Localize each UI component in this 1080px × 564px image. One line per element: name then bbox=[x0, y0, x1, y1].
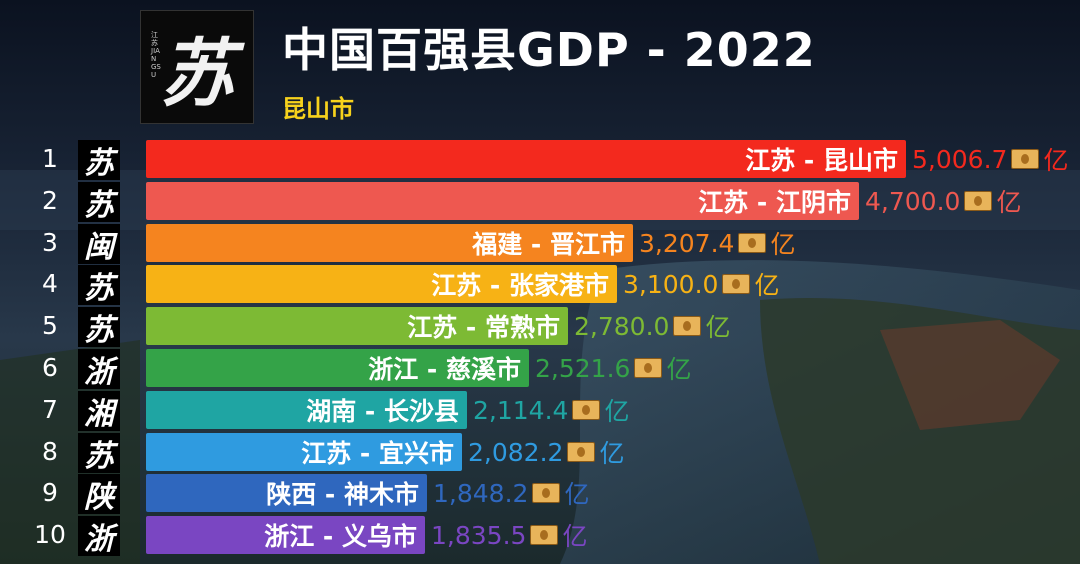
rank-label: 3 bbox=[42, 228, 58, 257]
value-label: 3,100.0 bbox=[623, 269, 719, 299]
bar-row: 10 浙 浙江 - 义乌市 1,835.5 亿 bbox=[0, 516, 1080, 557]
rank-label: 10 bbox=[34, 520, 66, 549]
value-label-group: 3,207.4 亿 bbox=[639, 224, 795, 262]
rank-label: 9 bbox=[42, 478, 58, 507]
province-badge: 浙 bbox=[78, 516, 120, 557]
value-label-group: 4,700.0 亿 bbox=[865, 182, 1021, 220]
value-label-group: 1,835.5 亿 bbox=[431, 516, 587, 554]
category-label: 浙江 - 义乌市 bbox=[264, 522, 417, 551]
value-label: 2,082.2 bbox=[468, 437, 564, 467]
province-badge: 湘 bbox=[78, 391, 120, 432]
bar: 浙江 - 慈溪市 bbox=[146, 349, 529, 387]
value-label-group: 1,848.2 亿 bbox=[433, 474, 589, 512]
bar: 浙江 - 义乌市 bbox=[146, 516, 425, 554]
value-label: 4,700.0 bbox=[865, 186, 961, 216]
bar: 江苏 - 昆山市 bbox=[146, 140, 906, 178]
money-bag-icon bbox=[634, 358, 663, 378]
money-bag-icon bbox=[964, 191, 993, 211]
province-badge: 闽 bbox=[78, 224, 120, 265]
value-label: 2,114.4 bbox=[473, 395, 569, 425]
value-label-group: 5,006.7 亿 bbox=[912, 140, 1068, 178]
unit-label: 亿 bbox=[564, 480, 590, 509]
rank-label: 2 bbox=[42, 186, 58, 215]
bar: 江苏 - 江阴市 bbox=[146, 182, 859, 220]
bar: 江苏 - 张家港市 bbox=[146, 265, 617, 303]
bar-row: 5 苏 江苏 - 常熟市 2,780.0 亿 bbox=[0, 307, 1080, 348]
value-label: 5,006.7 bbox=[912, 144, 1008, 174]
unit-label: 亿 bbox=[604, 397, 630, 426]
value-label-group: 2,114.4 亿 bbox=[473, 391, 629, 429]
rank-label: 4 bbox=[42, 269, 58, 298]
unit-label: 亿 bbox=[666, 355, 692, 384]
money-bag-icon bbox=[530, 525, 559, 545]
bar-row: 2 苏 江苏 - 江阴市 4,700.0 亿 bbox=[0, 182, 1080, 223]
value-label: 1,835.5 bbox=[431, 520, 527, 550]
unit-label: 亿 bbox=[705, 313, 731, 342]
rank-label: 7 bbox=[42, 395, 58, 424]
bar: 陕西 - 神木市 bbox=[146, 474, 427, 512]
bar-row: 8 苏 江苏 - 宜兴市 2,082.2 亿 bbox=[0, 433, 1080, 474]
money-bag-icon bbox=[738, 233, 767, 253]
bar-row: 9 陕 陕西 - 神木市 1,848.2 亿 bbox=[0, 474, 1080, 515]
province-badge: 苏 bbox=[78, 140, 120, 181]
category-label: 福建 - 晋江市 bbox=[472, 230, 625, 259]
money-bag-icon bbox=[572, 400, 601, 420]
unit-label: 亿 bbox=[770, 230, 796, 259]
bar-row: 4 苏 江苏 - 张家港市 3,100.0 亿 bbox=[0, 265, 1080, 306]
money-bag-icon bbox=[532, 483, 561, 503]
chart-title: 中国百强县GDP - 2022 bbox=[282, 23, 816, 77]
category-label: 江苏 - 宜兴市 bbox=[301, 439, 454, 468]
unit-label: 亿 bbox=[1043, 146, 1069, 175]
category-label: 江苏 - 昆山市 bbox=[745, 146, 898, 175]
province-badge: 陕 bbox=[78, 474, 120, 515]
bar-row: 6 浙 浙江 - 慈溪市 2,521.6 亿 bbox=[0, 349, 1080, 390]
value-label: 2,521.6 bbox=[535, 353, 631, 383]
logo-small-text: 江苏 JIANGSU bbox=[151, 31, 161, 79]
province-badge: 苏 bbox=[78, 433, 120, 474]
province-logo: 江苏 JIANGSU 苏 bbox=[140, 10, 254, 124]
value-label-group: 2,780.0 亿 bbox=[574, 307, 730, 345]
unit-label: 亿 bbox=[754, 271, 780, 300]
category-label: 湖南 - 长沙县 bbox=[306, 397, 459, 426]
money-bag-icon bbox=[673, 316, 702, 336]
value-label-group: 3,100.0 亿 bbox=[623, 265, 779, 303]
unit-label: 亿 bbox=[996, 188, 1022, 217]
category-label: 浙江 - 慈溪市 bbox=[368, 355, 521, 384]
value-label: 1,848.2 bbox=[433, 478, 529, 508]
chart-subtitle: 昆山市 bbox=[282, 95, 354, 123]
rank-label: 8 bbox=[42, 437, 58, 466]
value-label-group: 2,521.6 亿 bbox=[535, 349, 691, 387]
bar: 江苏 - 常熟市 bbox=[146, 307, 568, 345]
rank-label: 1 bbox=[42, 144, 58, 173]
category-label: 江苏 - 江阴市 bbox=[698, 188, 851, 217]
category-label: 陕西 - 神木市 bbox=[266, 480, 419, 509]
bar: 江苏 - 宜兴市 bbox=[146, 433, 462, 471]
province-badge: 苏 bbox=[78, 182, 120, 223]
unit-label: 亿 bbox=[562, 522, 588, 551]
province-badge: 苏 bbox=[78, 265, 120, 306]
province-badge: 浙 bbox=[78, 349, 120, 390]
money-bag-icon bbox=[722, 274, 751, 294]
rank-label: 5 bbox=[42, 311, 58, 340]
category-label: 江苏 - 张家港市 bbox=[431, 271, 609, 300]
bar-row: 7 湘 湖南 - 长沙县 2,114.4 亿 bbox=[0, 391, 1080, 432]
value-label-group: 2,082.2 亿 bbox=[468, 433, 624, 471]
bar: 福建 - 晋江市 bbox=[146, 224, 633, 262]
unit-label: 亿 bbox=[599, 439, 625, 468]
value-label: 2,780.0 bbox=[574, 311, 670, 341]
money-bag-icon bbox=[567, 442, 596, 462]
money-bag-icon bbox=[1011, 149, 1040, 169]
bar: 湖南 - 长沙县 bbox=[146, 391, 467, 429]
bar-row: 1 苏 江苏 - 昆山市 5,006.7 亿 bbox=[0, 140, 1080, 181]
rank-label: 6 bbox=[42, 353, 58, 382]
value-label: 3,207.4 bbox=[639, 228, 735, 258]
bar-row: 3 闽 福建 - 晋江市 3,207.4 亿 bbox=[0, 224, 1080, 265]
logo-character: 苏 bbox=[160, 30, 234, 117]
province-badge: 苏 bbox=[78, 307, 120, 348]
category-label: 江苏 - 常熟市 bbox=[407, 313, 560, 342]
